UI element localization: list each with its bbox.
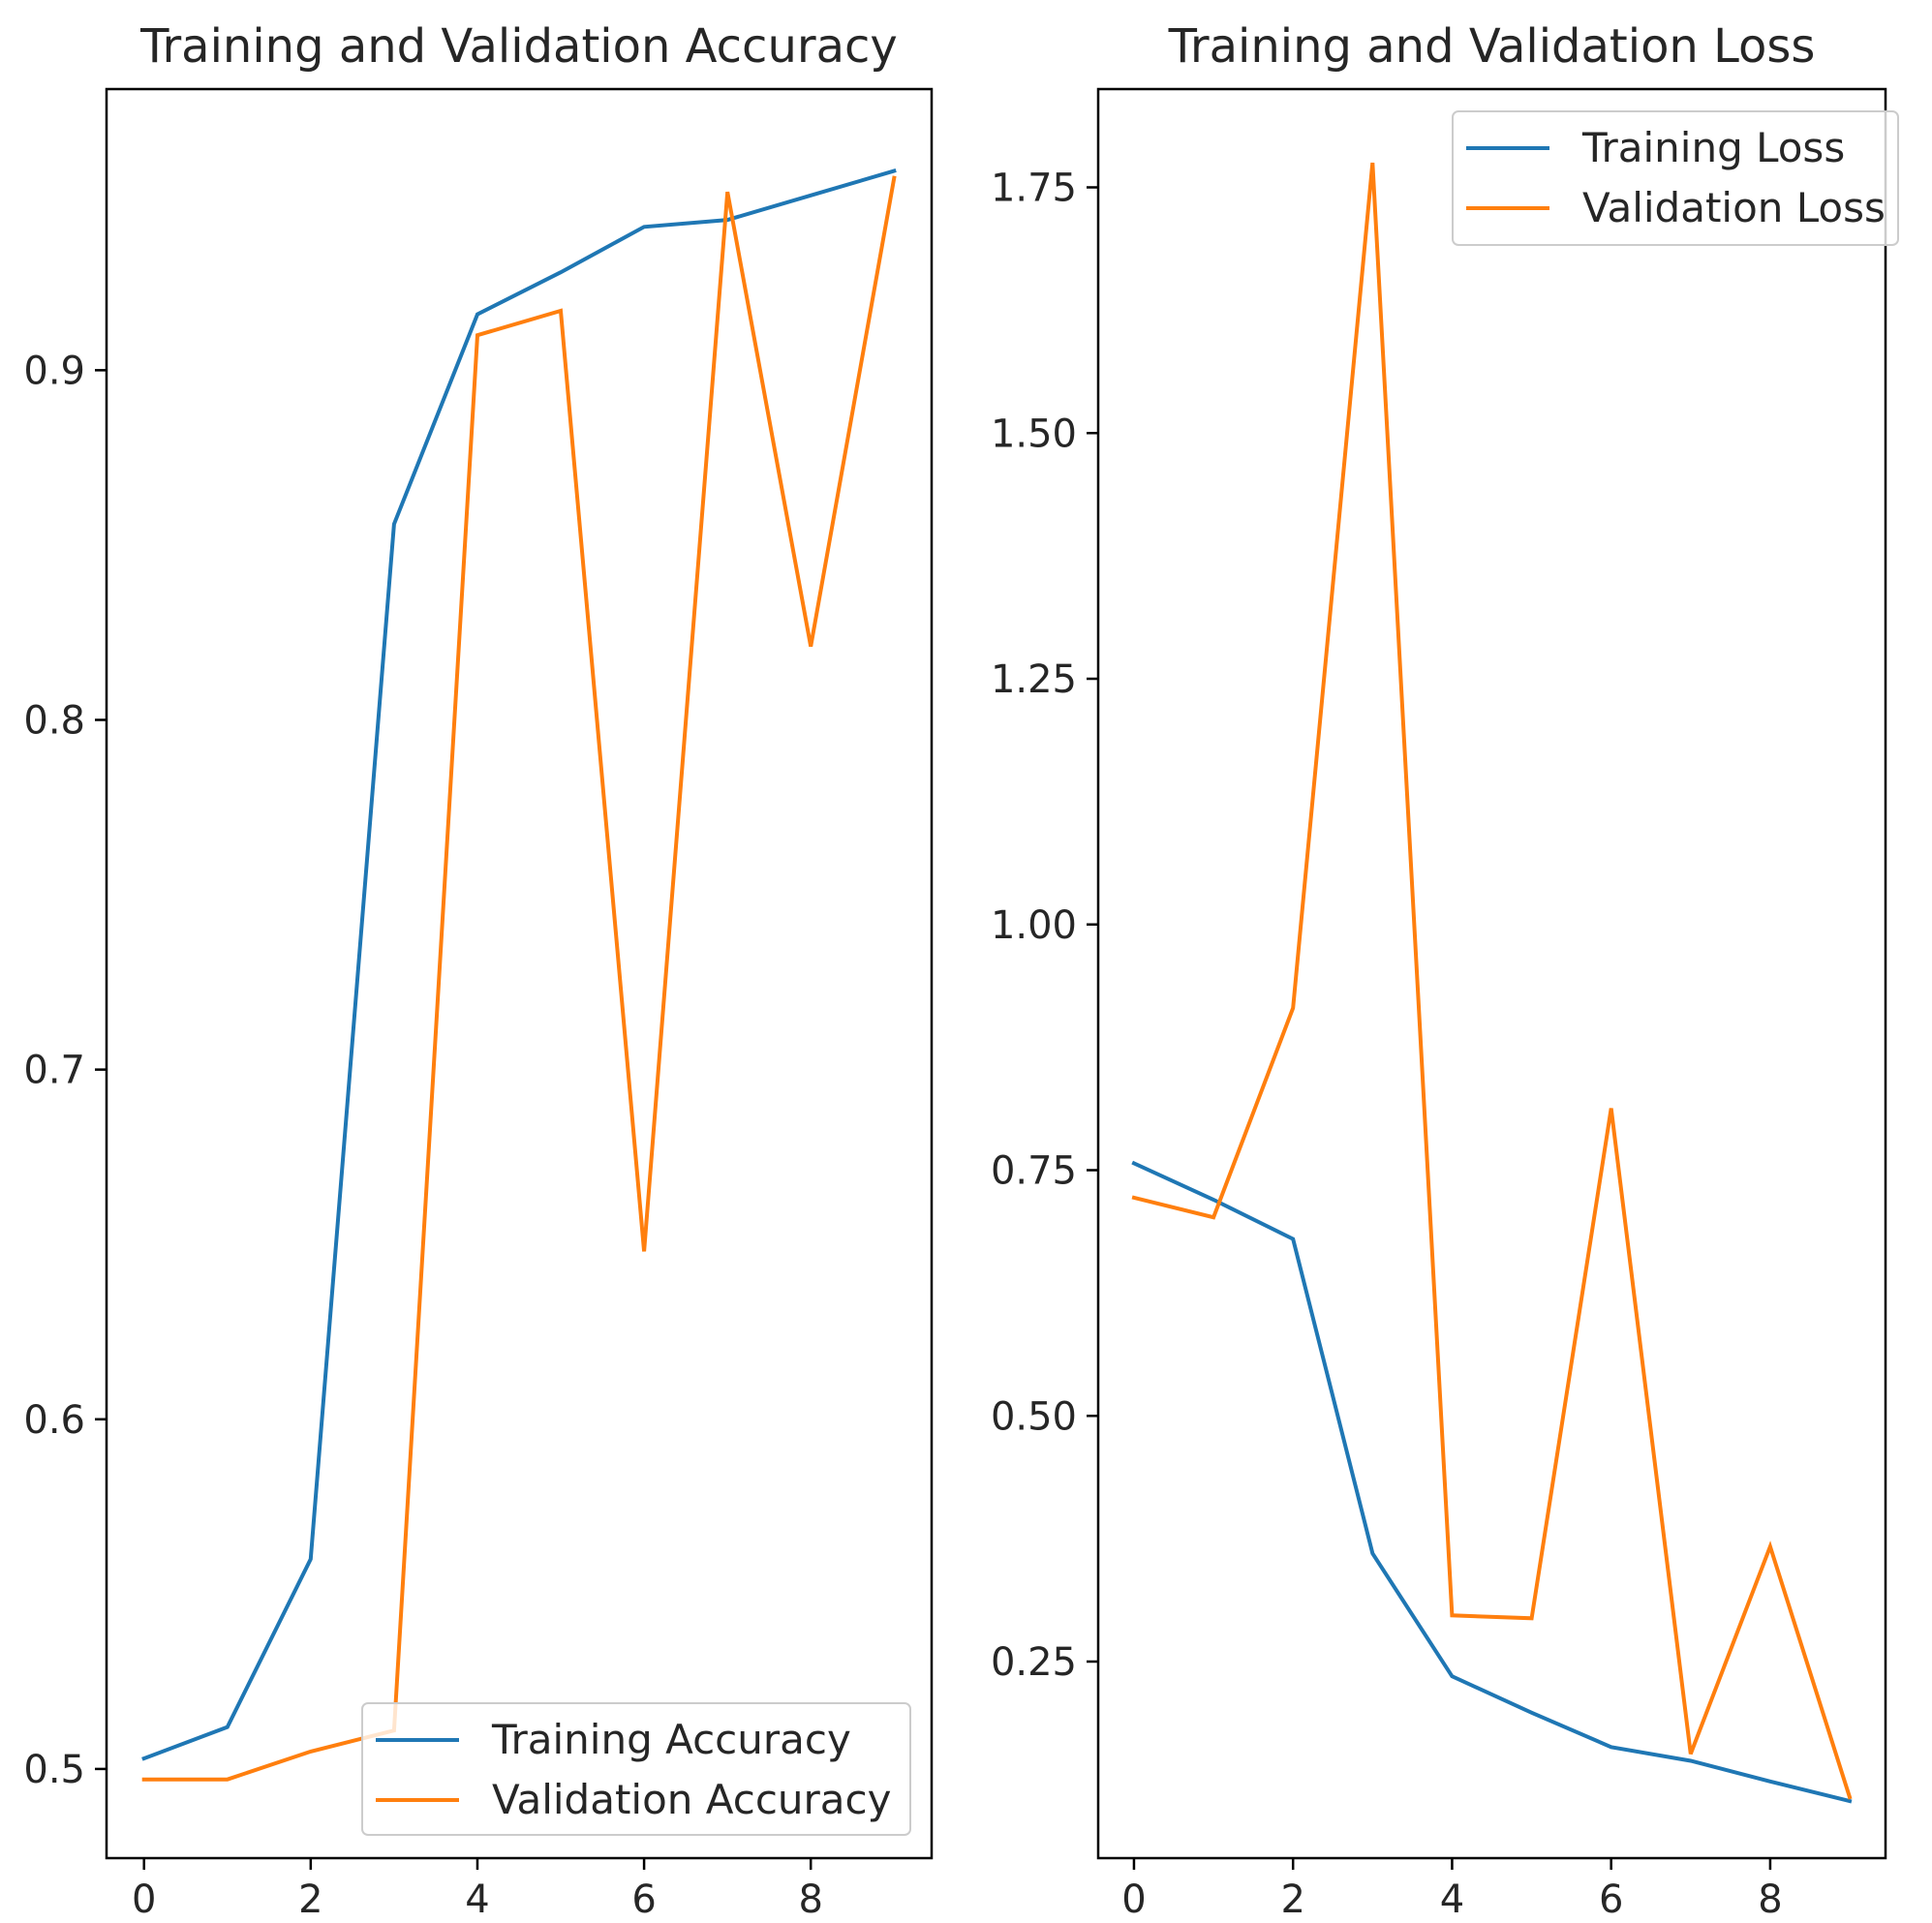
y-tick-label: 1.50 [991,412,1077,456]
axes-frame [1096,87,1887,1860]
legend-label: Training Loss [1581,124,1845,171]
y-tick-label: 0.50 [991,1394,1077,1439]
x-tick-label: 2 [298,1877,322,1922]
y-tick-label: 1.25 [991,657,1077,702]
x-tick-label: 8 [1758,1877,1782,1922]
legend-box [1452,110,1899,246]
legend: Training Loss Validation Loss [1452,110,1899,246]
x-tick-label: 6 [631,1877,656,1922]
series-line-training-loss [1131,1160,1853,1804]
y-tick-label: 0.7 [23,1049,85,1093]
x-tick-label: 4 [465,1877,489,1922]
series-line-validation-loss [1131,162,1853,1800]
legend-box [361,1702,911,1836]
legend: Training Accuracy Validation Accuracy [361,1702,911,1836]
y-tick-label: 1.00 [991,903,1077,948]
x-tick-label: 8 [798,1877,822,1922]
axes-frame [105,87,934,1860]
series-line-training-accuracy [141,168,897,1761]
x-tick-label: 0 [1121,1877,1146,1922]
accuracy-panel: Training and Validation Accuracy 0 2 4 6 8 0.5… [23,19,934,1922]
x-tick-label: 0 [132,1877,156,1922]
x-tick-label: 4 [1440,1877,1464,1922]
y-tick-label: 0.8 [23,698,85,743]
y-tick-label: 0.9 [23,349,85,393]
y-tick-label: 0.75 [991,1149,1077,1194]
x-tick-label: 6 [1599,1877,1623,1922]
y-tick-label: 0.25 [991,1640,1077,1685]
chart-title: Training and Validation Loss [1168,19,1816,74]
y-tick-label: 0.5 [23,1748,85,1792]
legend-label: Training Accuracy [491,1716,851,1763]
y-tick-label: 0.6 [23,1398,85,1443]
y-tick-label: 1.75 [991,167,1077,211]
x-tick-label: 2 [1280,1877,1304,1922]
chart-title: Training and Validation Accuracy [139,19,898,74]
legend-label: Validation Accuracy [492,1776,892,1823]
loss-panel: Training and Validation Loss 0 2 4 6 8 0.25 0.5… [991,19,1899,1922]
legend-label: Validation Loss [1582,184,1886,231]
series-line-validation-accuracy [141,175,897,1782]
